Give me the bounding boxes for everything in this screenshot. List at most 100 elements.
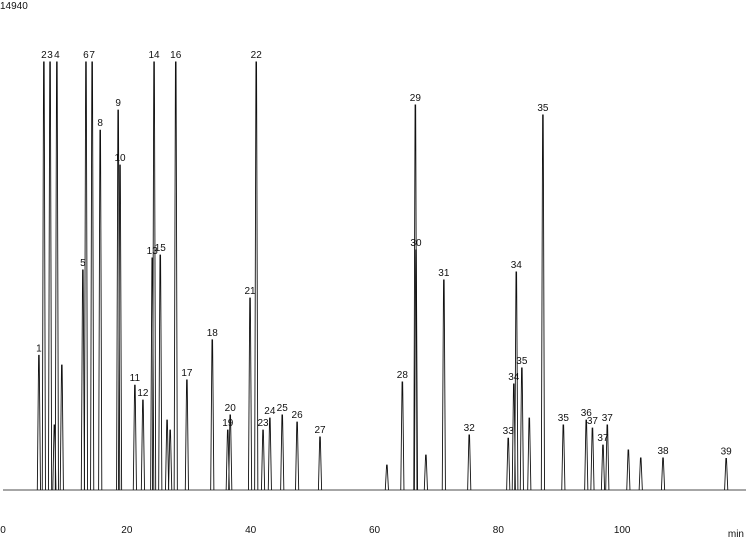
peak-label: 25 [277,403,289,414]
peak-label: 7 [89,50,95,61]
peak-label: 23 [257,418,269,429]
peak-label: 24 [264,406,276,417]
peak-label: 13 [147,246,159,257]
peak-label: 35 [516,356,528,367]
peak [228,414,233,491]
peak [165,419,170,491]
peak-label: 16 [170,50,182,61]
peak-label: 35 [558,413,570,424]
peak [210,339,215,491]
peak [467,434,472,491]
peak-label: 18 [207,328,219,339]
peak [152,61,157,491]
peak-label: 36 [581,408,593,419]
peak [626,449,631,491]
peak-label: 31 [438,268,450,279]
peak [423,454,428,491]
peak-label: 6 [83,50,89,61]
peak-label: 1 [36,343,42,354]
peak [83,61,89,491]
peak [41,61,46,491]
peak [184,379,189,491]
peak-label: 4 [54,50,60,61]
peak-label: 34 [508,372,520,383]
peak-label: 37 [602,413,614,424]
peak [540,114,545,491]
peak-label: 26 [292,410,304,421]
peak-label: 34 [511,260,523,271]
peak-label: 17 [181,368,193,379]
peak-label: 21 [244,286,256,297]
peak [506,437,511,491]
peak [54,61,59,491]
peak [519,367,524,491]
peak-label: 33 [503,426,515,437]
peak-label: 3 [47,50,53,61]
peak [132,384,137,491]
peak-label: 14 [149,50,161,61]
peak-label: 27 [314,425,326,436]
x-tick-label: 100 [614,525,631,536]
peak [605,424,610,491]
peak [295,421,300,491]
peak [168,429,173,491]
peak-label: 12 [137,388,149,399]
peak-label: 39 [721,446,733,457]
peak-label: 8 [97,118,103,129]
peak [527,417,532,491]
peak [59,364,64,491]
peak-label: 2 [41,50,47,61]
peak [413,249,419,491]
peak-label: 15 [155,243,167,254]
peak-label: 9 [115,98,121,109]
peak [247,297,253,491]
peak-label: 35 [537,103,549,114]
peak [441,279,446,491]
peak [280,414,285,491]
peak [90,61,95,491]
peak [261,429,266,491]
peak [267,417,272,491]
peak-label: 22 [251,50,263,61]
peak [48,61,53,491]
peak [400,381,405,491]
peak [117,164,123,491]
peak [36,354,41,491]
x-tick-label: 20 [121,525,133,536]
peak-label: 29 [410,93,422,104]
x-tick-label: 60 [369,525,381,536]
peak-label: 5 [80,258,86,269]
peak-label: 19 [222,418,234,429]
x-tick-label: 0 [0,525,6,536]
peak [561,424,566,491]
peak [254,61,259,491]
peak [80,269,85,491]
peak [384,464,389,491]
peak-label: 37 [597,433,609,444]
peak-label: 28 [397,370,409,381]
peak-label: 38 [657,446,669,457]
peak [724,458,729,491]
peak-label: 32 [464,423,476,434]
peak [158,254,163,491]
x-axis-label: min [728,529,744,538]
peak [317,436,323,491]
peak [584,419,589,491]
peak [638,457,643,491]
peak-label: 11 [130,373,141,384]
x-tick-label: 80 [493,525,505,536]
peak [590,427,595,491]
peak-label: 30 [410,238,422,249]
x-tick-label: 40 [245,525,257,536]
peak [514,271,519,491]
peak [660,457,666,491]
y-tick-label: 14940 [0,1,28,12]
peak [140,399,145,491]
peak-label: 37 [587,416,599,427]
peak [600,444,606,491]
peak-label: 20 [225,403,237,414]
peak [98,129,103,491]
peak [173,61,178,491]
peak-label: 10 [114,153,126,164]
